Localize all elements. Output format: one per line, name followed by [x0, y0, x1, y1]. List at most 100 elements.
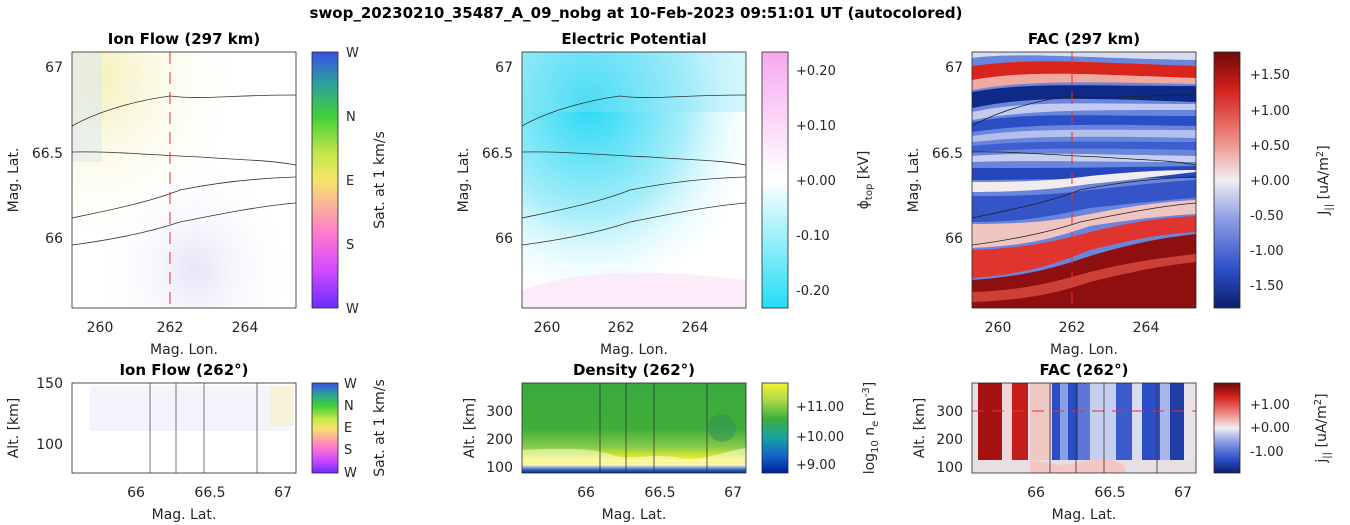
x-axis-label: Mag. Lon. [150, 342, 218, 358]
x-tick-label: 262 [157, 320, 184, 336]
cb-tick: E [346, 174, 354, 189]
x-axis-label: Mag. Lon. [600, 342, 668, 358]
cb-tick: -0.10 [796, 229, 830, 244]
contour-line [972, 202, 1196, 246]
colorbar [311, 382, 339, 474]
contour-line [72, 151, 296, 166]
y-axis-label: Alt. [km] [6, 398, 22, 459]
panel-electric-potential: Electric Potential 260 262 264 67 66.5 6… [456, 30, 875, 358]
cb-tick: W [346, 46, 359, 61]
y-tick-label: 66.5 [932, 146, 963, 162]
cb-tick: +1.50 [1250, 68, 1290, 83]
cb-tick: -1.50 [1250, 279, 1284, 294]
y-tick-label: 200 [936, 432, 963, 448]
y-tick-label: 200 [486, 432, 513, 448]
y-axis-label: Alt. [km] [912, 398, 928, 459]
x-axis-label: Mag. Lon. [1050, 342, 1118, 358]
x-ticks: 260 262 264 [87, 320, 259, 336]
panel-title: Ion Flow (262°) [119, 361, 248, 379]
panel-ion-flow-262: Ion Flow (262°) 66 66.5 67 150 100 Mag. … [6, 361, 388, 523]
panel-title: Density (262°) [573, 361, 695, 379]
contour-line [522, 176, 746, 219]
x-axis-label: Mag. Lat. [602, 507, 667, 523]
cb-tick: -1.00 [1250, 445, 1284, 460]
cb-tick: S [346, 238, 354, 253]
panel-density-262: Density (262°) 66 66.5 67 300 200 100 Ma… [462, 361, 881, 523]
x-axis-label: Mag. Lat. [152, 507, 217, 523]
cb-tick: +0.00 [1250, 421, 1290, 436]
fac-field [972, 52, 1196, 308]
axes-frame [971, 51, 1197, 309]
x-tick-label: 67 [724, 485, 742, 501]
cb-tick: +9.00 [796, 458, 836, 473]
axes-frame [71, 382, 297, 474]
y-axis-label: Mag. Lat. [456, 148, 472, 213]
y-axis-label: Mag. Lat. [906, 148, 922, 213]
cb-tick: -0.20 [796, 284, 830, 299]
x-tick-label: 67 [274, 485, 292, 501]
panel-fac-262: FAC (262°) 66 66.5 67 [912, 361, 1333, 523]
y-tick-label: 66 [945, 231, 963, 247]
y-tick-label: 100 [486, 460, 513, 476]
colorbar-label: Sat. at 1 km/s [372, 379, 388, 477]
arc-lines [599, 383, 708, 473]
x-tick-label: 260 [87, 320, 114, 336]
cb-tick: +1.00 [1250, 104, 1290, 119]
colorbar-label: j|| [uA/m2] [1313, 393, 1333, 463]
cb-tick: -0.50 [1250, 209, 1284, 224]
arc-lines [149, 383, 258, 473]
y-tick-label: 300 [936, 404, 963, 420]
panel-fac-297: FAC (297 km) 260 262 [906, 30, 1335, 358]
y-tick-label: 150 [36, 376, 63, 392]
cb-tick: W [344, 377, 357, 392]
panel-title: Electric Potential [561, 30, 706, 48]
axes-frame [71, 51, 297, 309]
colorbar-label: J|| [uA/m2] [1315, 145, 1335, 215]
axes-frame [521, 51, 747, 309]
x-tick-label: 66.5 [1094, 485, 1125, 501]
panel-ion-flow-297: Ion Flow (297 km) 260 262 264 67 66.5 66… [6, 30, 388, 358]
colorbar [311, 51, 339, 309]
cb-tick: N [346, 110, 356, 125]
cb-tick: +11.00 [796, 400, 844, 415]
flow-field [72, 52, 296, 308]
colorbar-label: ϕtop [kV] [856, 151, 875, 210]
axes-frame [521, 382, 747, 474]
y-tick-label: 66.5 [482, 146, 513, 162]
panel-title: FAC (262°) [1040, 361, 1129, 379]
cb-tick: +1.00 [1250, 398, 1290, 413]
y-tick-label: 100 [936, 460, 963, 476]
cb-tick: -1.00 [1250, 244, 1284, 259]
x-tick-label: 264 [682, 320, 709, 336]
cb-tick: +0.00 [796, 174, 836, 189]
cb-tick: W [346, 302, 359, 317]
colorbar [761, 51, 789, 309]
cb-tick: +0.10 [796, 119, 836, 134]
contour-line [72, 202, 296, 246]
cb-tick: +0.20 [796, 64, 836, 79]
panel-title: Ion Flow (297 km) [108, 30, 260, 48]
fac-altitude-field [972, 383, 1196, 473]
y-ticks: 67 66.5 66 [32, 60, 63, 247]
x-tick-label: 66 [1027, 485, 1045, 501]
colorbar [1213, 51, 1241, 309]
contour-line [972, 176, 1196, 219]
axes-frame [971, 382, 1197, 474]
x-tick-label: 66 [127, 485, 145, 501]
y-tick-label: 66 [495, 231, 513, 247]
y-axis-label: Alt. [km] [462, 398, 478, 459]
contour-line [522, 151, 746, 166]
colorbar-label: log10 ne [m-3] [861, 382, 881, 475]
contour-line [972, 151, 1196, 166]
x-tick-label: 260 [534, 320, 561, 336]
colorbar [761, 382, 789, 474]
x-tick-label: 264 [1133, 320, 1160, 336]
cb-tick: E [344, 421, 352, 436]
y-tick-label: 66.5 [32, 146, 63, 162]
x-tick-label: 66.5 [644, 485, 675, 501]
x-tick-label: 66.5 [194, 485, 225, 501]
colorbar-label: Sat. at 1 km/s [372, 131, 388, 229]
cb-tick: W [344, 466, 357, 481]
cb-tick: +0.00 [1250, 174, 1290, 189]
